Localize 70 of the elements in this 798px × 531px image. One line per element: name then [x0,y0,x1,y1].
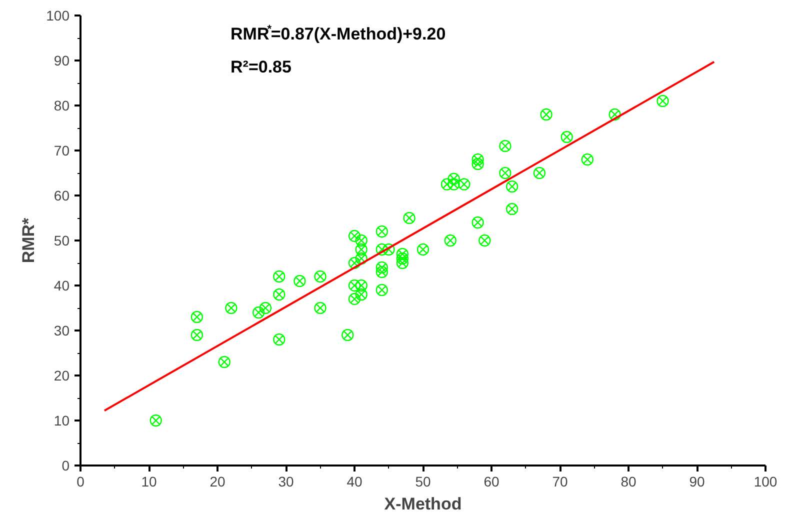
point [376,243,388,256]
point [355,288,368,301]
y-tick-label: 0 [62,458,70,474]
y-tick-label: 50 [54,232,70,248]
point [416,243,430,256]
point [294,274,306,288]
x-tick-label: 10 [141,474,157,490]
annotation: RMR*=0.87(X-Method)+9.20 [230,24,446,44]
point [478,234,491,247]
point [273,270,286,283]
point [150,414,162,427]
y-tick-label: 20 [54,368,70,384]
x-tick-label: 20 [210,474,226,490]
point [440,178,454,190]
y-tick-label: 100 [46,8,70,24]
x-tick-label: 50 [415,474,431,490]
x-tick-label: 60 [484,474,500,490]
point [348,256,361,270]
y-axis-title: RMR* [19,217,38,264]
point [499,140,512,152]
point [348,292,361,306]
point [190,328,204,342]
point [560,130,573,144]
y-tick-label: 60 [54,188,70,204]
point [506,180,518,193]
point [273,288,286,301]
annotation: R²=0.85 [230,58,292,76]
point [348,279,361,292]
point [608,108,621,121]
y-tick-label: 10 [54,412,70,428]
point [376,225,388,238]
point [382,243,395,256]
y-tick-label: 40 [54,278,70,294]
point [259,302,272,314]
point [540,108,552,121]
point [581,153,594,166]
point [403,212,416,224]
x-axis-title: X-Method [384,494,462,514]
point [314,270,326,283]
point [314,302,326,314]
x-tick-label: 30 [278,474,294,490]
point [273,333,286,346]
point [499,166,512,180]
point [225,302,238,314]
point [376,284,388,296]
point [458,178,470,190]
x-tick-label: 90 [689,474,705,490]
x-tick-label: 70 [552,474,568,490]
point [444,234,456,247]
y-tick-label: 90 [54,52,70,68]
point [348,230,361,242]
point [190,310,204,324]
point [355,279,368,292]
point [355,243,368,256]
x-tick-label: 80 [620,474,636,490]
y-tick-label: 80 [54,98,70,114]
point [506,202,518,216]
x-tick-label: 40 [346,474,362,490]
point [355,252,368,265]
point [218,356,230,368]
point [533,166,546,180]
point [355,234,368,247]
y-tick-label: 70 [54,142,70,158]
point [342,328,354,342]
point [472,216,484,229]
x-tick-label: 0 [76,474,85,490]
y-tick-label: 30 [54,322,70,338]
point [656,94,669,108]
point [252,306,265,319]
x-tick-label: 100 [754,474,778,490]
